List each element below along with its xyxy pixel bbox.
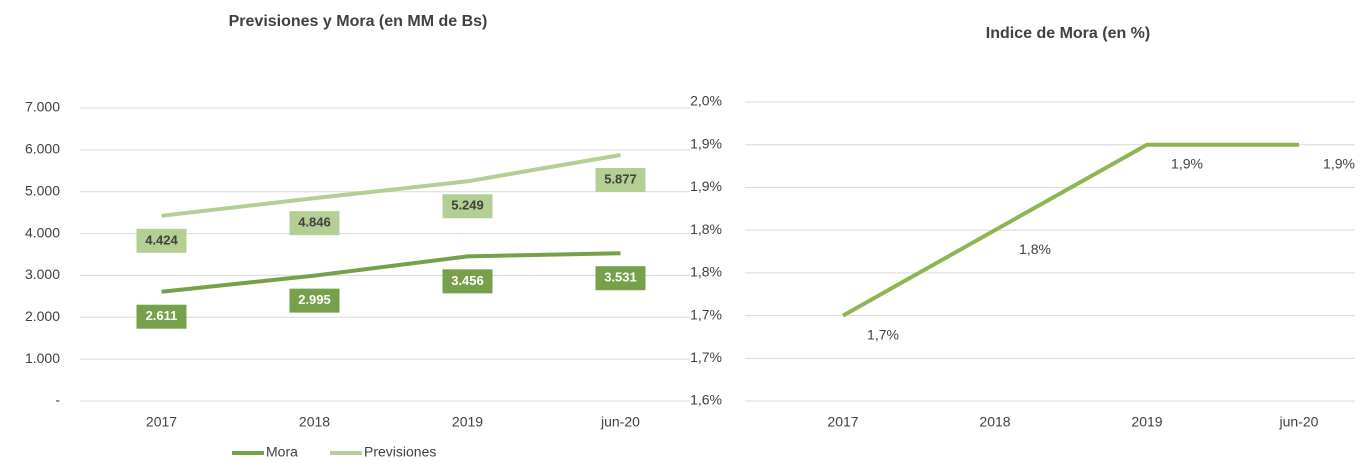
y-tick-label: 6.000 [25,141,60,157]
chart-title: Previsiones y Mora (en MM de Bs) [229,13,488,30]
data-label: 2.995 [298,292,331,307]
y-tick-label: 1,6% [690,392,722,408]
y-tick-label: 1.000 [25,350,60,366]
series-line [842,142,1299,318]
y-tick-label: 1,8% [690,221,722,237]
data-label: 1,9% [1323,155,1355,171]
data-label-box [289,211,340,236]
y-tick-label: 1,8% [690,264,722,280]
data-label-box [289,288,340,313]
y-tick-label: 1,7% [690,306,722,322]
data-label: 3.531 [604,270,637,285]
series-line [161,251,621,294]
y-tick-label: - [55,392,60,408]
series-line [161,153,621,218]
y-tick-label: 1,9% [690,135,722,151]
data-label: 4.846 [298,215,331,230]
x-tick-label: jun-20 [600,414,640,430]
legend-label: Mora [266,444,298,460]
data-label: 5.249 [451,198,484,213]
x-tick-label: 2019 [452,414,483,430]
data-label: 3.456 [451,273,484,288]
y-tick-label: 1,9% [690,178,722,194]
data-label: 1,7% [867,326,899,342]
data-label-box [136,304,187,329]
data-label: 4.424 [145,232,178,247]
legend-label: Previsiones [364,444,436,460]
data-label-box [595,266,646,291]
chart-title: Indice de Mora (en %) [986,25,1150,42]
x-tick-label: 2019 [1131,414,1162,430]
y-tick-label: 7.000 [25,99,60,115]
data-label-box [442,269,493,294]
x-tick-label: 2017 [146,414,177,430]
y-tick-label: 1,7% [690,349,722,365]
data-label: 1,9% [1171,155,1203,171]
data-label: 1,8% [1019,241,1051,257]
x-tick-label: jun-20 [1279,414,1319,430]
data-label-box [442,194,493,219]
y-tick-label: 5.000 [25,182,60,198]
data-label-box [595,168,646,193]
y-tick-label: 2.000 [25,308,60,324]
y-tick-label: 3.000 [25,266,60,282]
data-label: 5.877 [604,171,637,186]
x-tick-label: 2018 [979,414,1010,430]
data-label: 2.611 [146,308,178,323]
x-tick-label: 2017 [827,414,858,430]
y-tick-label: 4.000 [25,224,60,240]
y-tick-label: 2,0% [690,93,722,109]
x-tick-label: 2018 [299,414,330,430]
data-label-box [136,228,187,253]
